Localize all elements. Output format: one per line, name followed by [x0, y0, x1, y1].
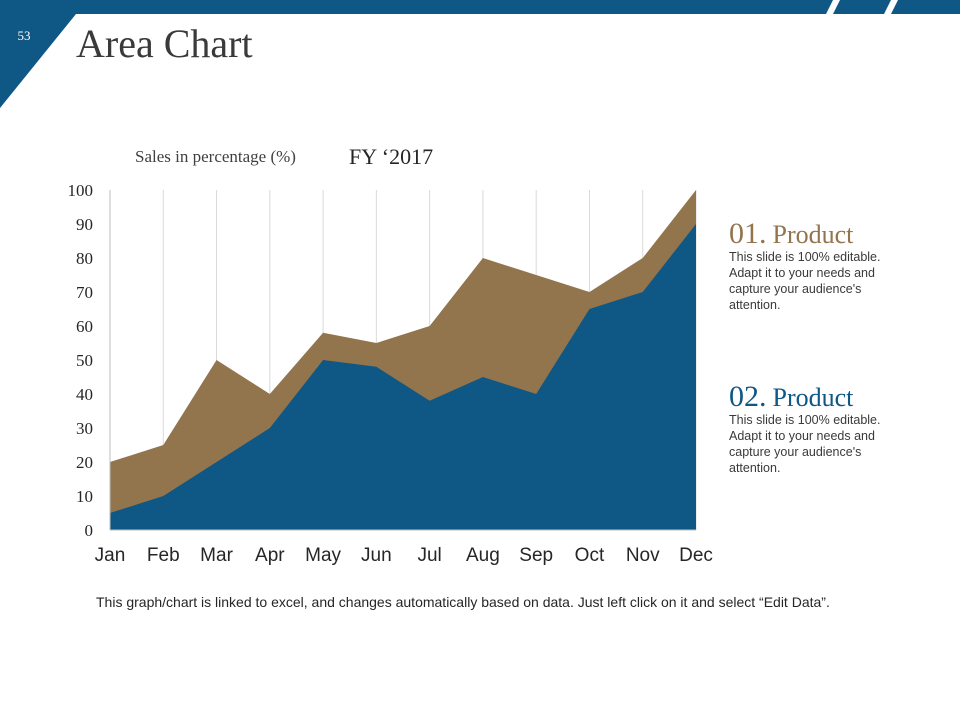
y-tick-label: 80: [76, 249, 93, 268]
x-tick-label: Jul: [417, 545, 441, 566]
slide-number: 53: [17, 28, 31, 43]
x-tick-label: Feb: [147, 545, 180, 566]
header-bar: [0, 0, 960, 14]
legend-number: 02.: [729, 380, 767, 413]
x-tick-label: Nov: [626, 545, 660, 566]
legend-description: This slide is 100% editable. Adapt it to…: [729, 250, 881, 312]
chart-axes: 0 10 20 30 40 50 60 70 80 90 100 Jan Feb Mar Apr May Jun…: [68, 181, 713, 566]
legend-name: Product: [772, 220, 854, 249]
y-tick-label: 40: [76, 385, 93, 404]
y-tick-label: 50: [76, 351, 93, 370]
chart-y-axis-label: Sales in percentage (%): [135, 147, 296, 166]
x-tick-label: Oct: [575, 545, 605, 566]
header-gap-stripe: [884, 0, 898, 14]
x-tick-label: Jan: [95, 545, 126, 566]
legend-product-02: 02. Product This slide is 100% editable. …: [729, 380, 929, 476]
header-gap-stripe: [826, 0, 840, 14]
area-series-2[interactable]: [110, 224, 696, 530]
y-tick-label: 30: [76, 419, 93, 438]
y-tick-label: 0: [85, 521, 94, 540]
legend-product-01: 01. Product This slide is 100% editable. …: [729, 217, 929, 313]
legend-name: Product: [772, 383, 854, 412]
x-tick-label: Dec: [679, 545, 713, 566]
y-tick-label: 10: [76, 487, 93, 506]
chart-title: FY ‘2017: [349, 144, 434, 169]
footer-note: This graph/chart is linked to excel, and…: [96, 594, 830, 610]
corner-triangle: [0, 0, 76, 108]
y-tick-label: 90: [76, 215, 93, 234]
chart-areas[interactable]: [110, 190, 696, 530]
x-tick-label: Jun: [361, 545, 392, 566]
x-tick-label: Mar: [200, 545, 233, 566]
x-tick-label: Apr: [255, 545, 285, 566]
y-tick-label: 60: [76, 317, 93, 336]
legend-description: This slide is 100% editable. Adapt it to…: [729, 413, 881, 475]
page-title: Area Chart: [76, 21, 253, 66]
x-tick-label: Sep: [519, 545, 553, 566]
x-tick-label: Aug: [466, 545, 500, 566]
x-tick-label: May: [305, 545, 341, 566]
legend-number: 01.: [729, 217, 767, 250]
header-decoration: [0, 0, 960, 108]
y-tick-label: 20: [76, 453, 93, 472]
y-tick-label: 70: [76, 283, 93, 302]
y-tick-label: 100: [68, 181, 94, 200]
